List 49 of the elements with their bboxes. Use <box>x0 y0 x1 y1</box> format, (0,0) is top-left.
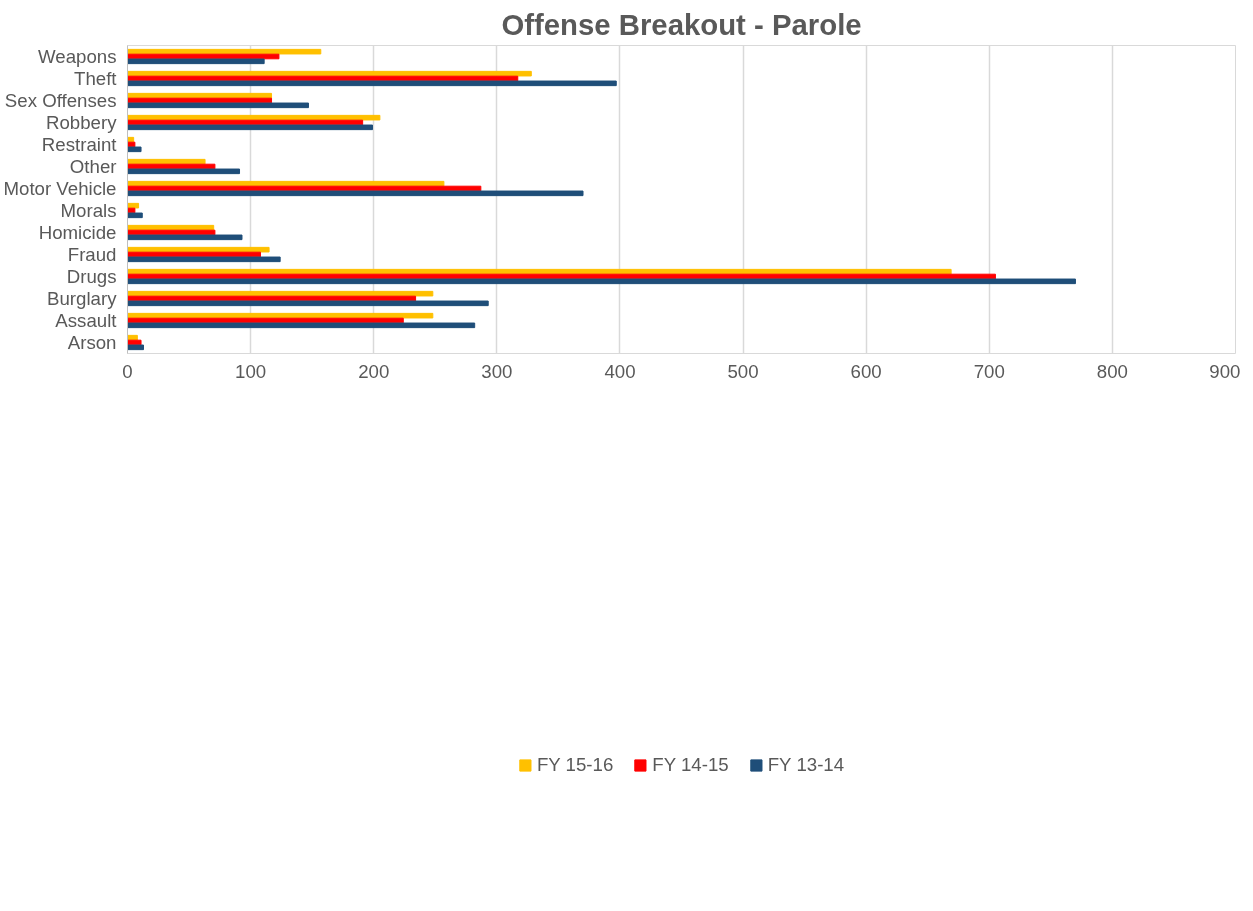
bar <box>127 114 381 121</box>
y-tick-label: Sex Offenses <box>4 90 117 111</box>
x-tick-label: 800 <box>1096 360 1128 382</box>
bar <box>127 290 434 297</box>
x-tick-label: 0 <box>122 360 133 382</box>
bar <box>127 168 241 175</box>
y-tick-label: Fraud <box>67 244 117 265</box>
bar <box>127 344 144 351</box>
bar <box>127 312 434 319</box>
bar <box>127 146 142 153</box>
bar <box>127 212 143 219</box>
legend-label: FY 13-14 <box>767 753 845 776</box>
legend-label: FY 14-15 <box>652 753 729 776</box>
bar <box>127 322 476 329</box>
bar <box>127 48 322 55</box>
x-tick-label: 700 <box>973 360 1005 382</box>
x-tick-label: 200 <box>358 360 390 382</box>
x-tick-label: 400 <box>604 360 636 382</box>
y-tick-label: Morals <box>60 200 117 221</box>
x-tick-label: 100 <box>235 360 267 382</box>
bar <box>127 58 265 65</box>
x-tick-label: 500 <box>727 360 759 382</box>
y-tick-label: Burglary <box>47 288 118 309</box>
bar <box>127 124 373 131</box>
bar <box>127 70 532 77</box>
y-tick-label: Arson <box>67 332 117 353</box>
chart-title: Offense Breakout - Parole <box>501 7 862 41</box>
x-tick-label: 600 <box>850 360 882 382</box>
legend-label: FY 15-16 <box>536 753 614 776</box>
bar <box>127 278 1076 285</box>
y-tick-label: Weapons <box>38 46 117 67</box>
y-tick-label: Restraint <box>41 134 118 155</box>
bar <box>127 80 617 87</box>
y-tick-label: Motor Vehicle <box>3 178 117 199</box>
x-tick-label: 300 <box>481 360 513 382</box>
y-tick-label: Theft <box>73 68 118 89</box>
bar <box>127 300 489 307</box>
bar <box>127 246 270 253</box>
bar <box>127 202 140 209</box>
y-tick-label: Drugs <box>66 266 117 287</box>
y-tick-label: Other <box>69 156 117 177</box>
y-tick-label: Assault <box>55 310 118 331</box>
x-tick-label: 900 <box>1209 360 1241 382</box>
bar <box>127 256 281 263</box>
bar <box>127 102 309 109</box>
bar <box>127 234 243 241</box>
bar <box>127 190 584 197</box>
y-tick-label: Robbery <box>45 112 118 133</box>
y-tick-label: Homicide <box>38 222 117 243</box>
